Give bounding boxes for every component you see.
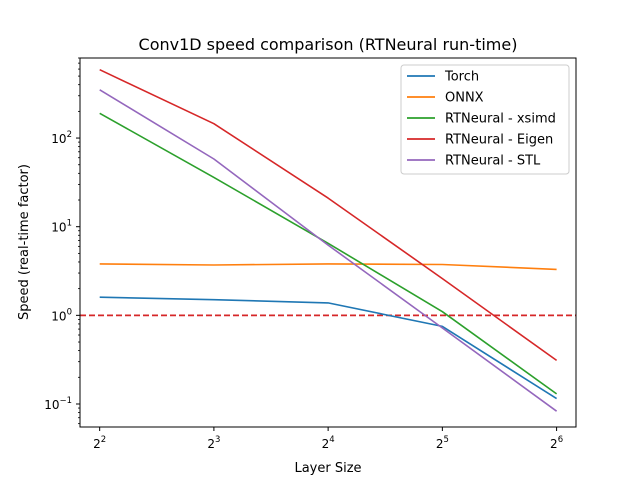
x-tick-label: 24 xyxy=(322,435,335,451)
x-axis-label: Layer Size xyxy=(294,461,361,476)
y-tick-label: 101 xyxy=(51,219,72,235)
legend-label: ONNX xyxy=(445,91,484,106)
y-axis: 10−1 100 101 102 xyxy=(44,57,80,425)
y-tick-label: 100 xyxy=(51,307,72,323)
legend-label: RTNeural - Eigen xyxy=(445,133,553,148)
series-line-rtneural-stl xyxy=(99,89,558,412)
series-line-rtneural-xsimd xyxy=(99,112,558,395)
legend-box xyxy=(400,64,570,175)
legend-label: RTNeural - xsimd xyxy=(445,112,556,127)
x-tick-label: 25 xyxy=(436,435,449,451)
x-tick-label: 26 xyxy=(550,435,563,451)
legend-label: RTNeural - STL xyxy=(445,154,541,169)
series-line-onnx xyxy=(99,263,557,271)
chart-title: Conv1D speed comparison (RTNeural run-ti… xyxy=(139,35,518,54)
x-tick-label: 22 xyxy=(93,435,106,451)
y-tick-label: 102 xyxy=(51,130,72,146)
y-tick-label: 10−1 xyxy=(44,396,72,412)
legend-label: Torch xyxy=(444,70,479,85)
x-axis: 22 23 24 25 26 xyxy=(93,427,563,451)
series-line-torch xyxy=(99,296,558,400)
series-line-rtneural-eigen xyxy=(99,68,558,362)
y-axis-label: Speed (real-time factor) xyxy=(17,164,32,320)
x-tick-label: 23 xyxy=(207,435,220,451)
chart-marks xyxy=(80,68,576,412)
legend: Torch ONNX RTNeural - xsimd RTNeural - Eige… xyxy=(400,64,570,175)
